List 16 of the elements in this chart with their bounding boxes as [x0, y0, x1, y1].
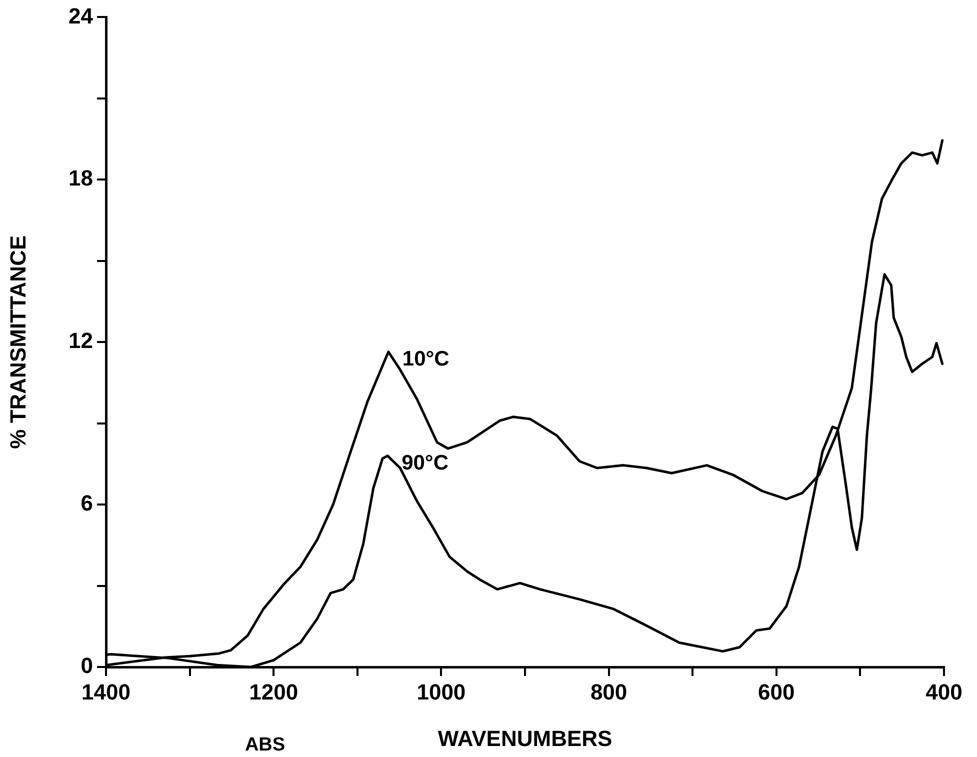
x-tick-label: 1000	[416, 679, 466, 704]
y-tick-label: 18	[68, 166, 93, 191]
x-tick-label: 1400	[82, 679, 130, 704]
x-tick-label: 800	[590, 679, 628, 704]
series-label: 10°C	[402, 348, 450, 371]
x-axis-title: WAVENUMBERS	[438, 726, 612, 751]
text: ABS	[244, 734, 286, 756]
y-tick-label: 0	[80, 653, 93, 678]
x-tick-label: 1200	[249, 679, 298, 704]
x-tick-label: 600	[758, 679, 795, 704]
y-tick-label: 12	[68, 328, 93, 354]
series-label: 90°C	[402, 452, 448, 475]
y-tick-label: 24	[68, 3, 94, 28]
x-tick-label: 400	[926, 679, 962, 704]
y-tick-label: 6	[80, 490, 93, 516]
y-axis-title: % TRANSMITTANCE	[5, 235, 30, 449]
